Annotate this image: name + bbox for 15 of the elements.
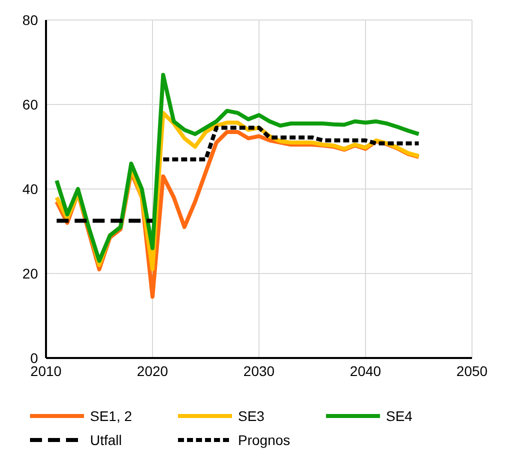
y-tick-label: 80 — [22, 12, 38, 28]
x-tick-label: 2020 — [136, 362, 168, 379]
x-tick-label: 2030 — [243, 362, 275, 379]
y-tick-label: 40 — [22, 180, 38, 197]
line-series — [54, 72, 421, 263]
y-tick-label: 60 — [22, 96, 38, 112]
x-tick-label: 2050 — [456, 362, 488, 379]
x-tick-label: 2040 — [350, 362, 382, 379]
legend-label: SE4 — [386, 408, 412, 424]
legend-label: SE1, 2 — [90, 408, 132, 424]
y-tick-label: 20 — [22, 265, 38, 282]
legend-label: SE3 — [238, 408, 264, 424]
legend-label: Prognos — [238, 432, 290, 448]
legend-label: Utfall — [90, 432, 122, 448]
line-series — [161, 126, 421, 162]
